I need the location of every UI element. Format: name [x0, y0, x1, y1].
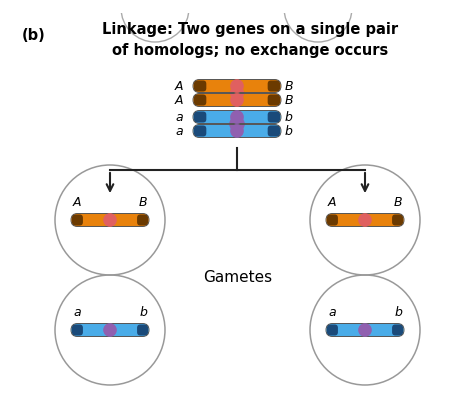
Text: A: A: [73, 196, 82, 208]
FancyBboxPatch shape: [278, 0, 358, 13]
Text: Linkage: Two genes on a single pair
of homologs; no exchange occurs: Linkage: Two genes on a single pair of h…: [102, 22, 398, 58]
FancyBboxPatch shape: [137, 215, 148, 225]
FancyBboxPatch shape: [326, 323, 404, 337]
FancyBboxPatch shape: [137, 325, 148, 335]
Ellipse shape: [230, 86, 244, 100]
Text: B: B: [285, 80, 293, 93]
Text: b: b: [285, 124, 293, 138]
Text: Gametes: Gametes: [203, 271, 272, 286]
FancyBboxPatch shape: [193, 94, 281, 106]
FancyBboxPatch shape: [193, 110, 281, 124]
FancyBboxPatch shape: [268, 112, 280, 122]
FancyBboxPatch shape: [327, 325, 338, 335]
Text: a: a: [175, 124, 183, 138]
FancyBboxPatch shape: [194, 112, 206, 122]
FancyBboxPatch shape: [194, 126, 206, 136]
Ellipse shape: [103, 323, 117, 337]
FancyBboxPatch shape: [71, 213, 149, 227]
Text: (b): (b): [22, 28, 46, 43]
Ellipse shape: [358, 323, 372, 337]
Ellipse shape: [230, 93, 244, 107]
Text: B: B: [393, 196, 402, 208]
FancyBboxPatch shape: [193, 80, 281, 93]
Ellipse shape: [358, 213, 372, 227]
Text: a: a: [73, 306, 81, 318]
Text: B: B: [138, 196, 147, 208]
Text: B: B: [285, 94, 293, 106]
Text: b: b: [394, 306, 402, 318]
FancyBboxPatch shape: [268, 80, 280, 91]
Text: b: b: [285, 110, 293, 124]
FancyBboxPatch shape: [72, 215, 83, 225]
Ellipse shape: [229, 116, 245, 132]
FancyBboxPatch shape: [71, 323, 149, 337]
FancyBboxPatch shape: [115, 0, 195, 13]
FancyBboxPatch shape: [72, 325, 83, 335]
Text: A: A: [328, 196, 337, 208]
Text: a: a: [328, 306, 336, 318]
Ellipse shape: [230, 124, 244, 138]
FancyBboxPatch shape: [327, 215, 338, 225]
Ellipse shape: [230, 79, 244, 93]
Text: a: a: [175, 110, 183, 124]
FancyBboxPatch shape: [193, 124, 281, 138]
Ellipse shape: [230, 110, 244, 124]
FancyBboxPatch shape: [194, 94, 206, 105]
Text: A: A: [174, 94, 183, 106]
FancyBboxPatch shape: [268, 126, 280, 136]
Text: A: A: [174, 80, 183, 93]
FancyBboxPatch shape: [392, 215, 403, 225]
Ellipse shape: [103, 213, 117, 227]
FancyBboxPatch shape: [194, 80, 206, 91]
FancyBboxPatch shape: [326, 213, 404, 227]
Text: b: b: [139, 306, 147, 318]
FancyBboxPatch shape: [268, 94, 280, 105]
FancyBboxPatch shape: [392, 325, 403, 335]
